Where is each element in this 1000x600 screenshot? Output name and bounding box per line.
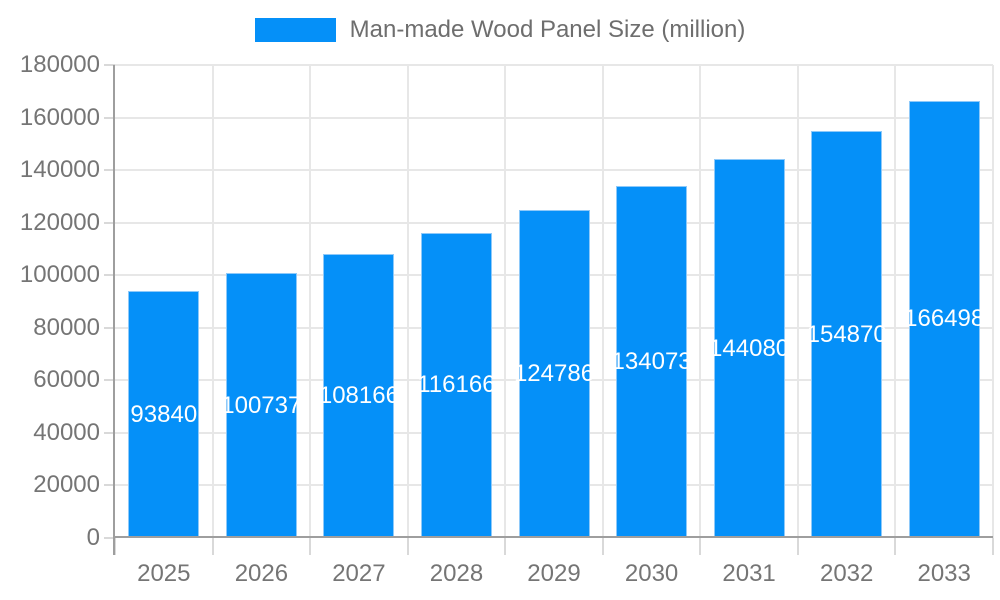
bar-value-label: 134073 [611, 347, 692, 375]
bar: 100737 [221, 273, 301, 538]
bar-value-label: 166498 [904, 305, 985, 333]
bar: 144080 [709, 159, 789, 538]
bar-value-label: 154870 [806, 320, 887, 348]
x-axis-category-label: 2025 [137, 560, 191, 587]
x-axis-tick [796, 538, 799, 555]
gridline-vertical [504, 65, 507, 538]
y-axis-tick-label: 160000 [19, 103, 100, 131]
bar-value-label: 144080 [709, 334, 790, 362]
y-axis-tick-label: 20000 [33, 471, 100, 499]
y-axis-tick [104, 169, 115, 172]
x-axis-category-label: 2030 [624, 560, 679, 587]
x-axis-category-label: 2031 [722, 560, 776, 587]
x-axis-tick [406, 538, 409, 555]
legend-label[interactable]: Man-made Wood Panel Size (million) [349, 16, 746, 43]
y-axis-tick-label: 40000 [33, 418, 100, 446]
x-axis-category-label: 2033 [917, 560, 971, 587]
x-axis-category-label: 2028 [429, 560, 484, 587]
gridline-vertical [211, 65, 214, 538]
x-axis-tick [114, 538, 116, 555]
x-axis-tick [601, 538, 604, 555]
x-axis-tick [699, 538, 702, 555]
legend-swatch[interactable] [254, 18, 336, 42]
bar: 124786 [514, 210, 594, 538]
gridline-vertical [796, 65, 799, 538]
gridline-horizontal [115, 116, 993, 119]
x-axis-category-label: 2026 [234, 560, 289, 587]
y-axis-tick [104, 379, 115, 382]
x-axis-category-label: 2029 [527, 560, 581, 587]
y-axis-tick-label: 140000 [19, 156, 100, 184]
gridline-vertical [309, 65, 312, 538]
bar-value-label: 93840 [130, 400, 198, 428]
y-axis-tick [104, 274, 115, 277]
gridline-vertical [992, 65, 994, 538]
y-axis-tick-label: 100000 [19, 261, 100, 289]
gridline-horizontal [115, 64, 993, 66]
bar: 154870 [807, 131, 887, 538]
x-axis-category-label: 2027 [332, 560, 386, 587]
gridline-vertical [699, 65, 702, 538]
y-axis-tick [104, 64, 115, 66]
bar: 108166 [319, 253, 399, 538]
bar: 116166 [417, 232, 496, 538]
y-axis-tick [104, 116, 115, 119]
x-axis-tick [309, 538, 312, 555]
bar: 166498 [904, 100, 984, 538]
y-axis-tick [104, 431, 115, 434]
bar-value-label: 116166 [417, 371, 496, 399]
legend: Man-made Wood Panel Size (million) [0, 16, 1000, 44]
x-axis-baseline [115, 536, 993, 538]
y-axis-tick-label: 0 [86, 524, 100, 551]
x-axis-tick [504, 538, 507, 555]
y-axis-tick [104, 484, 115, 487]
gridline-vertical [406, 65, 409, 538]
gridline-horizontal [115, 169, 993, 172]
gridline-vertical [601, 65, 604, 538]
x-axis-tick [894, 538, 897, 555]
y-axis-tick [104, 221, 115, 224]
y-axis-tick-label: 80000 [33, 313, 100, 341]
x-axis-tick [211, 538, 214, 555]
y-axis-tick-label: 120000 [19, 208, 100, 236]
y-axis-line [113, 65, 115, 555]
x-axis-tick [992, 538, 994, 555]
bar: 93840 [128, 291, 200, 538]
bar-value-label: 100737 [221, 391, 302, 419]
y-axis-tick [104, 326, 115, 329]
gridline-vertical [894, 65, 897, 538]
x-axis-category-label: 2032 [819, 560, 874, 587]
y-axis-tick [104, 537, 115, 539]
y-axis-tick-label: 180000 [19, 51, 100, 78]
bar: 134073 [612, 185, 692, 538]
bar-value-label: 108166 [318, 381, 399, 409]
y-axis-tick-label: 60000 [33, 366, 100, 394]
bar-value-label: 124786 [513, 360, 595, 388]
